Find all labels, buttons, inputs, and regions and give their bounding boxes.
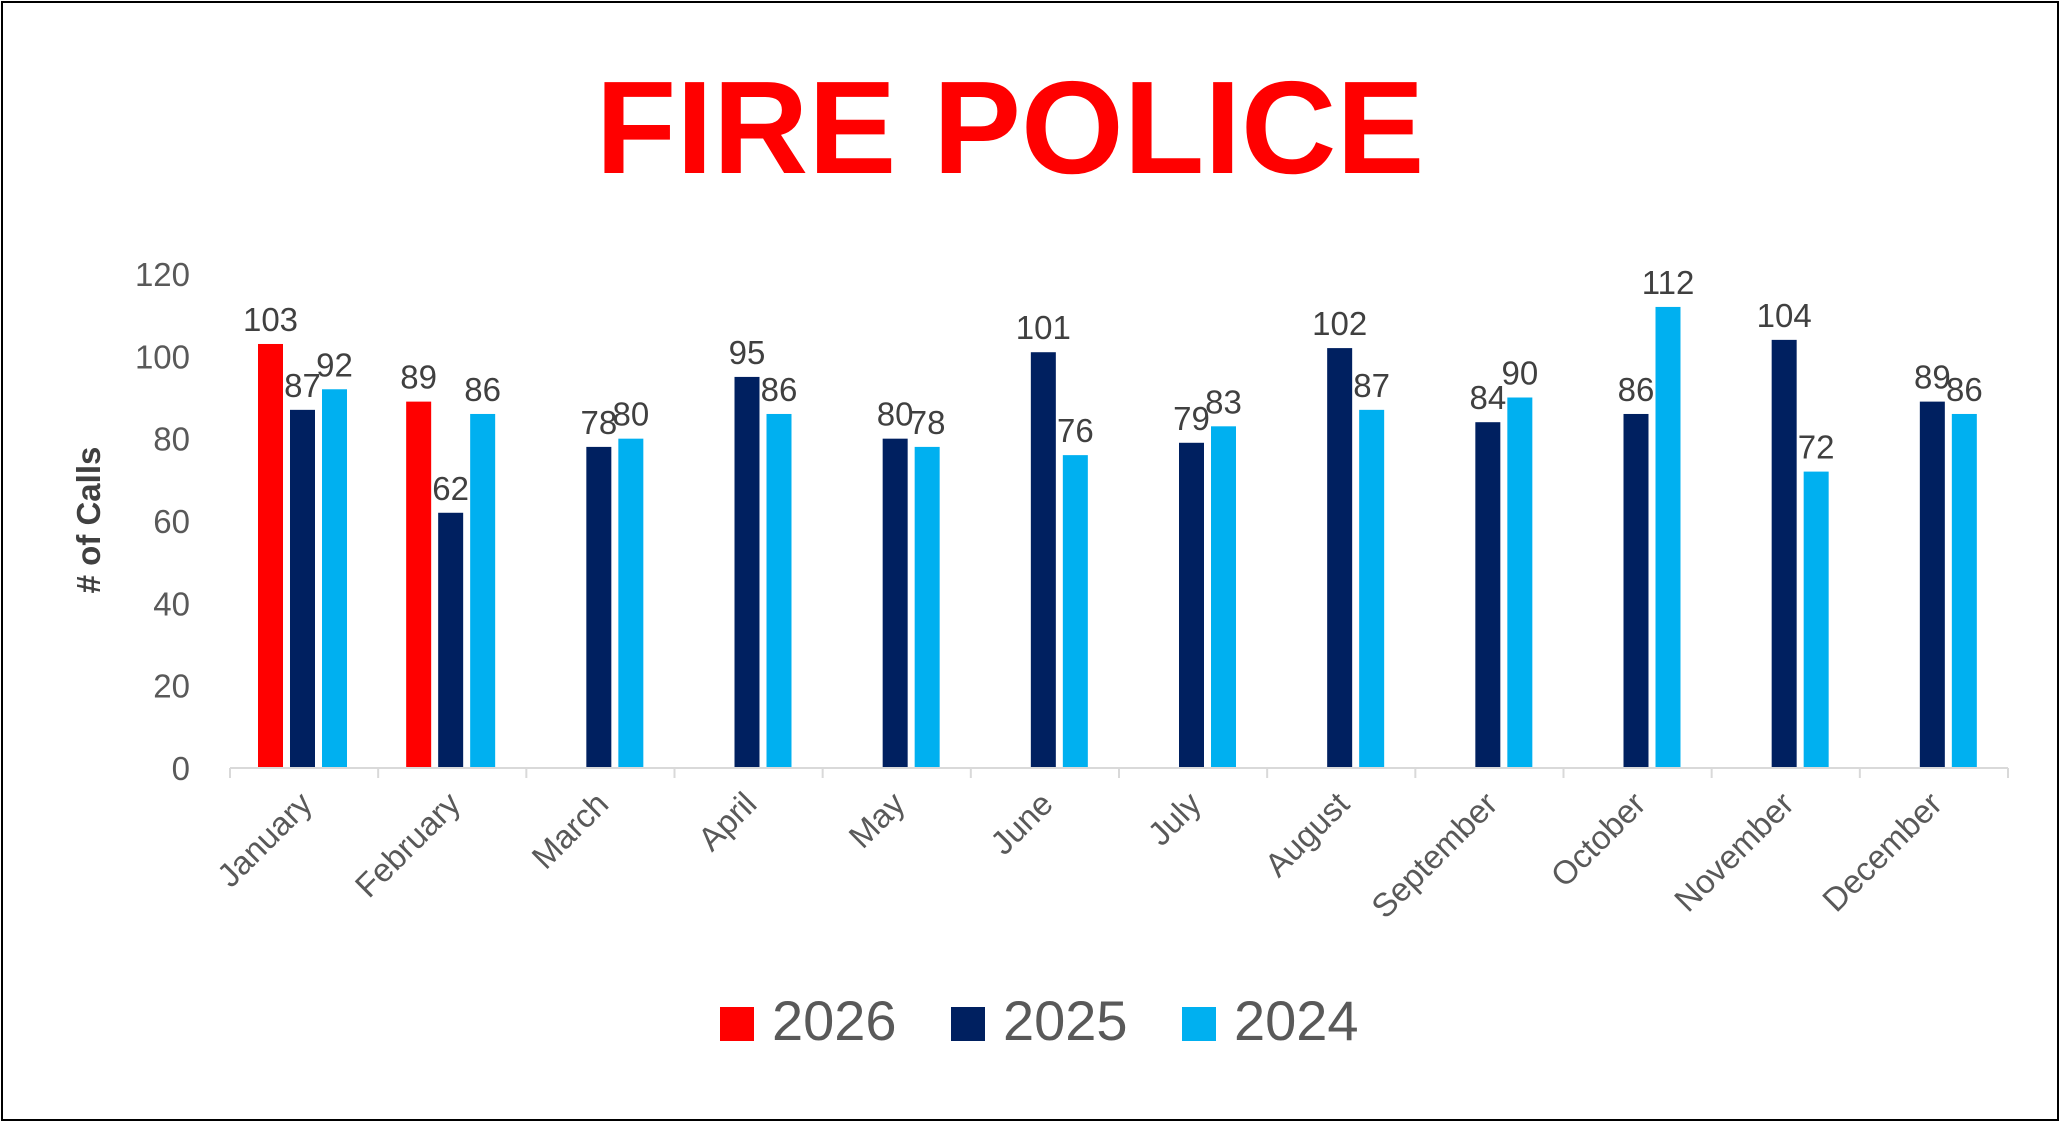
- legend-swatch-2024: [1182, 1007, 1216, 1041]
- bar-2024-november: [1803, 471, 1829, 768]
- bar-2025-january: [290, 409, 315, 768]
- legend-swatch-2026: [720, 1007, 754, 1041]
- bar-2025-october: [1623, 413, 1649, 768]
- x-tick-label-june: June: [983, 785, 1060, 862]
- bar-2024-april: [766, 413, 792, 768]
- data-label-2025-march: 78: [580, 404, 617, 441]
- x-axis: [229, 767, 2009, 778]
- legend: 2026 2025 2024: [720, 989, 1359, 1052]
- bar-2025-november: [1771, 339, 1797, 768]
- bar-2025-february: [438, 512, 464, 768]
- data-label-2024-april: 86: [761, 371, 798, 408]
- y-tick-label: 120: [135, 256, 190, 293]
- bar-2025-march: [586, 446, 612, 768]
- data-label-2025-june: 101: [1016, 309, 1071, 346]
- bar-2025-may: [882, 438, 908, 768]
- data-label-2025-january: 87: [284, 367, 321, 404]
- data-label-2025-april: 95: [729, 334, 766, 371]
- x-tick-label-march: March: [524, 785, 615, 876]
- y-tick-label: 100: [135, 338, 190, 375]
- bar-2024-september: [1507, 397, 1533, 768]
- x-tick-label-september: September: [1364, 785, 1504, 925]
- legend-label-2026: 2026: [772, 989, 897, 1052]
- bar-2024-december: [1951, 413, 1977, 768]
- bar-2024-october: [1655, 306, 1681, 768]
- data-label-2024-january: 92: [316, 346, 353, 383]
- x-tick-label-april: April: [691, 785, 764, 858]
- y-tick-label: 20: [153, 668, 190, 705]
- bar-2024-january: [322, 389, 347, 768]
- data-label-2025-may: 80: [877, 396, 914, 433]
- data-label-2024-may: 78: [909, 404, 946, 441]
- data-label-2024-february: 86: [464, 371, 501, 408]
- y-tick-label: 80: [153, 421, 190, 458]
- data-label-2024-august: 87: [1353, 367, 1390, 404]
- data-label-2026-january: 103: [243, 301, 298, 338]
- x-tick-label-october: October: [1543, 785, 1652, 894]
- bar-2025-july: [1179, 442, 1204, 768]
- x-axis-ticks: January February March April May June July Augu…: [210, 784, 1949, 925]
- bar-2026-january: [258, 343, 283, 768]
- bar-2025-september: [1475, 422, 1501, 768]
- data-label-2024-october: 112: [1642, 264, 1695, 301]
- bar-2024-june: [1062, 455, 1088, 768]
- bar-2025-december: [1919, 401, 1945, 768]
- data-label-2025-august: 102: [1312, 305, 1367, 342]
- data-label-2024-november: 72: [1798, 429, 1835, 466]
- y-axis-label: # of Calls: [70, 447, 107, 594]
- bar-2026-february: [406, 401, 432, 768]
- data-label-2024-september: 90: [1501, 355, 1538, 392]
- bar-2024-march: [618, 438, 644, 768]
- data-label-2025-october: 86: [1618, 371, 1655, 408]
- data-label-2024-march: 80: [612, 396, 649, 433]
- chart-title: FIRE POLICE: [596, 54, 1425, 201]
- bar-2024-february: [470, 413, 496, 768]
- y-axis-ticks: 0 20 40 60 80 100 120: [135, 256, 190, 787]
- x-tick-label-august: August: [1257, 785, 1356, 884]
- data-label-2024-june: 76: [1057, 412, 1094, 449]
- bar-2024-august: [1359, 409, 1385, 768]
- x-tick-label-february: February: [348, 784, 468, 904]
- x-tick-label-may: May: [841, 784, 912, 855]
- data-label-2025-december: 89: [1914, 359, 1951, 396]
- bar-2025-june: [1030, 352, 1056, 768]
- bar-2025-april: [734, 376, 760, 768]
- bar-2025-august: [1327, 348, 1353, 768]
- y-tick-label: 0: [172, 750, 190, 787]
- y-tick-label: 40: [153, 585, 190, 622]
- data-label-2024-july: 83: [1205, 383, 1242, 420]
- data-label-2025-february: 62: [432, 470, 469, 507]
- bars-group: [258, 306, 1977, 768]
- x-tick-label-november: November: [1667, 785, 1801, 919]
- x-tick-label-january: January: [210, 784, 320, 894]
- legend-label-2025: 2025: [1003, 989, 1128, 1052]
- x-tick-label-december: December: [1815, 785, 1949, 919]
- legend-swatch-2025: [951, 1007, 985, 1041]
- legend-label-2024: 2024: [1234, 989, 1359, 1052]
- x-tick-label-july: July: [1140, 784, 1208, 852]
- data-label-2025-september: 84: [1469, 379, 1506, 416]
- y-tick-label: 60: [153, 503, 190, 540]
- data-label-2026-february: 89: [400, 359, 437, 396]
- data-label-2025-november: 104: [1757, 297, 1812, 334]
- bar-2024-july: [1211, 426, 1236, 768]
- data-label-2025-july: 79: [1173, 400, 1210, 437]
- data-label-2024-december: 86: [1946, 371, 1983, 408]
- bar-2024-may: [914, 446, 940, 768]
